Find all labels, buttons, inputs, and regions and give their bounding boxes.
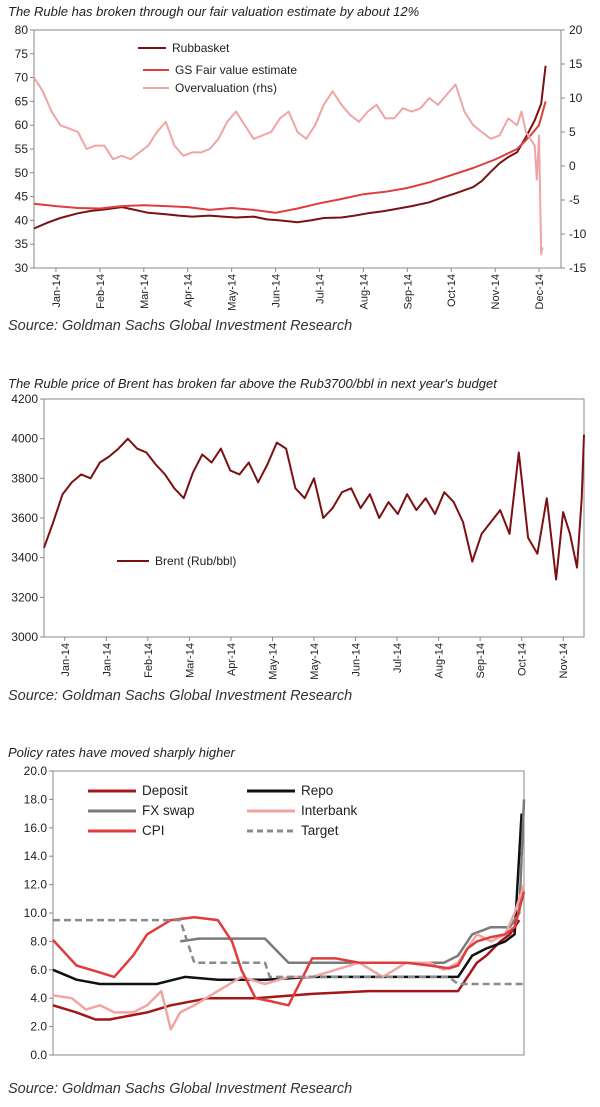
chart3-ytick-label: 18.0 <box>24 792 48 806</box>
chart3-legend-label-repo: Repo <box>301 783 333 798</box>
chart1-title: The Ruble has broken through our fair va… <box>8 4 420 19</box>
chart2-ytick-label: 3200 <box>11 590 38 604</box>
chart3-ytick-label: 8.0 <box>30 934 47 948</box>
chart3-series-fx-swap <box>180 799 526 964</box>
chart3-ytick-label: 6.0 <box>30 963 47 977</box>
chart1-ytick-label: 65 <box>15 94 29 108</box>
chart3-source: Source: Goldman Sachs Global Investment … <box>8 1081 353 1097</box>
chart1-series-rubbasket <box>33 65 547 230</box>
chart1-ytick-label: 45 <box>15 190 29 204</box>
chart3-legend-label-deposit: Deposit <box>142 783 188 798</box>
chart1-series-gs-fair-value-estimate <box>33 101 547 214</box>
chart3-ytick-label: 0.0 <box>30 1048 47 1062</box>
chart2-ytick-label: 3000 <box>11 630 38 644</box>
chart2-xtick-label: Aug-14 <box>434 643 446 678</box>
chart1-y2tick-label: 15 <box>569 57 583 71</box>
chart1-legend-label-overvaluation-rhs: Overvaluation (rhs) <box>175 81 277 95</box>
chart3-series-cpi <box>52 891 526 1007</box>
chart1-ytick-label: 80 <box>15 23 29 37</box>
chart3-ytick-label: 14.0 <box>24 849 48 863</box>
chart1-ytick-label: 30 <box>15 261 29 275</box>
chart3-ytick-label: 20.0 <box>24 764 48 778</box>
chart1-legend-label-gs-fair-value-estimate: GS Fair value estimate <box>175 63 297 77</box>
chart1-legend-label-rubbasket: Rubbasket <box>172 41 230 55</box>
chart3-svg: 20.0 18.0 16.0 14.0 12.0 10.0 8.0 6.0 4.0 2.0 0.0 D… <box>24 764 526 1062</box>
chart1-ytick-label: 70 <box>15 71 29 85</box>
chart2-ytick-label: 3400 <box>11 551 38 565</box>
chart3-legend-label-interbank: Interbank <box>301 803 358 818</box>
chart2-series-brent-rub-bbl <box>43 434 585 581</box>
chart3-legend-label-target: Target <box>301 823 339 838</box>
chart1-y2tick-label: 20 <box>569 23 583 37</box>
chart2-xtick-label: Sep-14 <box>475 643 487 678</box>
chart2-xtick-label: Nov-14 <box>558 643 570 678</box>
chart1-y2tick-label: -10 <box>569 227 587 241</box>
chart1-svg: 807570656055504540353020151050-5-10-15Ja… <box>15 23 587 311</box>
chart2-xtick-label: Mar-14 <box>184 643 196 678</box>
chart2-ytick-label: 3800 <box>11 471 38 485</box>
chart1-xtick-label: Sep-14 <box>402 274 414 309</box>
chart2-xtick-label: Feb-14 <box>143 643 155 678</box>
chart1-xtick-label: May-14 <box>227 274 239 311</box>
chart2-xtick-label: Jul-14 <box>392 643 404 673</box>
chart2-xtick-label: Jun-14 <box>351 643 363 677</box>
chart1-xtick-label: Jul-14 <box>314 274 326 304</box>
chart1-y2tick-label: 5 <box>569 125 576 139</box>
chart1-ytick-label: 55 <box>15 142 29 156</box>
chart1-xtick-label: Jan-14 <box>51 274 63 308</box>
chart1-source: Source: Goldman Sachs Global Investment … <box>8 318 353 334</box>
chart2-svg: 4200 4000 3800 3600 3400 3200 3000 Jan-14 Jan-14… <box>11 392 585 680</box>
chart2-xtick-label: Jan-14 <box>60 643 72 677</box>
chart1-y2tick-label: -15 <box>569 261 587 275</box>
chart2-xtick-label: May-14 <box>309 643 321 680</box>
chart1-ytick-label: 60 <box>15 118 29 132</box>
chart2-legend-label-brent-rub-bbl: Brent (Rub/bbl) <box>155 554 236 568</box>
chart2-xtick-label: Apr-14 <box>226 643 238 676</box>
chart3-title: Policy rates have moved sharply higher <box>8 745 235 760</box>
chart2-xtick-label: Jan-14 <box>101 643 113 677</box>
chart1-ytick-label: 35 <box>15 237 29 251</box>
chart1-xtick-label: Jun-14 <box>271 274 283 308</box>
chart2-source: Source: Goldman Sachs Global Investment … <box>8 688 353 704</box>
chart1-xtick-label: Nov-14 <box>490 274 502 309</box>
chart1-xtick-label: Apr-14 <box>183 274 195 307</box>
chart1-xtick-label: Dec-14 <box>534 274 546 309</box>
chart3-ytick-label: 2.0 <box>30 1020 47 1034</box>
chart3-ytick-label: 12.0 <box>24 878 48 892</box>
chart3-series-target <box>53 918 524 986</box>
chart1-ytick-label: 75 <box>15 47 29 61</box>
chart1-series-overvaluation-rhs <box>33 77 544 256</box>
chart1-xtick-label: Feb-14 <box>95 274 107 309</box>
chart1-y2tick-label: 10 <box>569 91 583 105</box>
chart3-ytick-label: 10.0 <box>24 906 48 920</box>
chart1-ytick-label: 40 <box>15 213 29 227</box>
chart1-ytick-label: 50 <box>15 166 29 180</box>
chart2-title: The Ruble price of Brent has broken far … <box>8 376 497 391</box>
chart1-y2tick-label: 0 <box>569 159 576 173</box>
chart1-y2tick-label: -5 <box>569 193 580 207</box>
chart2-xtick-label: May-14 <box>267 643 279 680</box>
chart2-ytick-label: 4000 <box>11 432 38 446</box>
chart2-xtick-label: Oct-14 <box>517 643 529 676</box>
chart1-plot-frame <box>33 29 562 269</box>
chart3-legend-label-fx-swap: FX swap <box>142 803 195 818</box>
chart3-series-deposit <box>52 919 521 1021</box>
chart2-ytick-label: 4200 <box>11 392 38 406</box>
chart1-xtick-label: Oct-14 <box>446 274 458 307</box>
chart3-ytick-label: 4.0 <box>30 991 47 1005</box>
chart3-legend-label-cpi: CPI <box>142 823 165 838</box>
chart1-xtick-label: Mar-14 <box>139 274 151 309</box>
chart3-ytick-label: 16.0 <box>24 821 48 835</box>
chart1-xtick-label: Aug-14 <box>358 274 370 309</box>
chart2-ytick-label: 3600 <box>11 511 38 525</box>
